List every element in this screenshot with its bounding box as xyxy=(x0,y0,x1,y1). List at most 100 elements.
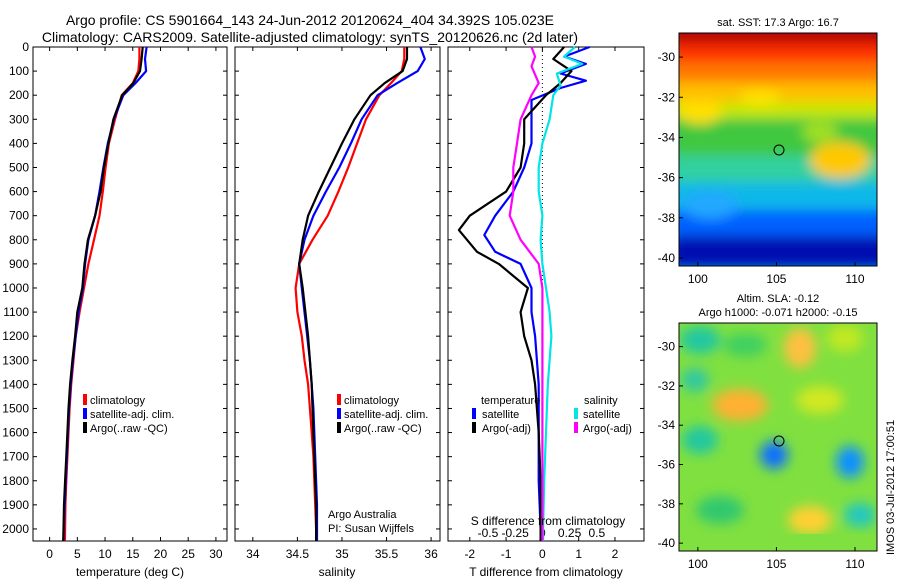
map-y-tick-label: -32 xyxy=(658,379,676,393)
y-tick-label: 700 xyxy=(9,209,29,223)
legend-label-argo: Argo(..raw -QC) xyxy=(344,423,422,435)
x-tick-label: 35 xyxy=(335,547,349,561)
legend-label-climatology: climatology xyxy=(344,395,400,407)
legend-swatch-temp-argo xyxy=(472,422,476,433)
map-x-tick-label: 105 xyxy=(766,557,786,571)
map-y-tick-label: -30 xyxy=(658,50,676,64)
x-tick-label: 5 xyxy=(74,547,81,561)
x-tick-label: 34.5 xyxy=(286,547,310,561)
x-tick-label: 35.5 xyxy=(375,547,399,561)
map-y-tick-label: -32 xyxy=(658,90,676,104)
temperature-xlabel: temperature (deg C) xyxy=(76,565,184,579)
x-tick-label: 15 xyxy=(126,547,140,561)
legend-title-temperature: temperature xyxy=(481,395,540,407)
map-y-tick-label: -38 xyxy=(658,497,676,511)
sst-map-axes: 100 105 110 -30 -32 -34 -36 -38 -40 xyxy=(658,50,865,286)
legend-label-temp-argo: Argo(-adj) xyxy=(482,423,531,435)
map-y-tick-label: -30 xyxy=(658,340,676,354)
legend-label-satellite: satellite-adj. clim. xyxy=(90,409,174,421)
legend-swatch-climatology xyxy=(337,394,341,405)
series-line xyxy=(298,47,409,541)
legend-swatch-argo xyxy=(337,422,341,433)
y-tick-label: 0 xyxy=(22,40,29,54)
salinity-legend: climatology satellite-adj. clim. Argo(..… xyxy=(337,394,428,435)
map-y-tick-label: -34 xyxy=(658,418,676,432)
series-line xyxy=(508,46,544,541)
x-tick-label: 25 xyxy=(182,547,196,561)
temperature-panel-frame xyxy=(32,46,228,542)
legend-label-sal-satellite: satellite xyxy=(583,409,620,421)
argo-location-marker xyxy=(773,144,785,156)
salinity-axes: 34 34.5 35 35.5 36 xyxy=(235,46,440,561)
salinity-xlabel: salinity xyxy=(319,565,356,579)
y-tick-label: 1500 xyxy=(2,401,29,415)
map-y-tick-label: -36 xyxy=(658,171,676,185)
x-tick-label: 34 xyxy=(246,547,260,561)
series-line xyxy=(483,45,590,541)
sst-map xyxy=(678,32,878,267)
y-tick-label: 600 xyxy=(9,185,29,199)
difference-panel-frame xyxy=(447,46,645,542)
argo-location-marker xyxy=(773,435,785,447)
series-line xyxy=(63,47,141,542)
legend-swatch-argo xyxy=(83,422,87,433)
map-y-tick-label: -38 xyxy=(658,211,676,225)
pi-text: PI: Susan Wijffels xyxy=(328,523,414,535)
y-tick-label: 1300 xyxy=(2,353,29,367)
y-tick-label: 800 xyxy=(9,233,29,247)
map-y-tick-label: -40 xyxy=(658,251,676,265)
map-y-tick-label: -34 xyxy=(658,130,676,144)
series-line xyxy=(294,47,406,541)
sla-map-axes: 100 105 110 -30 -32 -34 -36 -38 -40 xyxy=(658,340,865,571)
map-y-tick-label: -36 xyxy=(658,458,676,472)
x-tick-label: 0 xyxy=(539,547,546,561)
temperature-legend: climatology satellite-adj. clim. Argo(..… xyxy=(83,394,174,435)
s-difference-xlabel: S difference from climatology xyxy=(471,514,626,528)
y-tick-label: 2000 xyxy=(2,522,29,536)
x-tick-top-label: 0.5 xyxy=(588,526,605,540)
legend-label-satellite: satellite-adj. clim. xyxy=(344,409,428,421)
figure-title-line1: Argo profile: CS 5901664_143 24-Jun-2012… xyxy=(66,12,554,28)
map-x-tick-label: 110 xyxy=(845,272,864,286)
x-tick-label: 30 xyxy=(209,547,223,561)
legend-label-temp-satellite: satellite xyxy=(482,409,519,421)
y-tick-label: 300 xyxy=(9,112,29,126)
map-x-tick-label: 100 xyxy=(688,272,708,286)
t-difference-xlabel: T difference from climatology xyxy=(469,565,623,579)
y-tick-label: 500 xyxy=(9,160,29,174)
y-tick-label: 100 xyxy=(9,64,29,78)
temperature-axes: 0100200300400500600700800900100011001200… xyxy=(2,40,227,561)
sla-map xyxy=(678,322,878,552)
series-line xyxy=(537,46,584,541)
map-x-tick-label: 110 xyxy=(845,557,864,571)
legend-swatch-satellite xyxy=(337,408,341,419)
difference-legend: temperature satellite Argo(-adj) salinit… xyxy=(472,395,632,435)
x-tick-label: 20 xyxy=(154,547,168,561)
y-tick-label: 1700 xyxy=(2,450,29,464)
series-line xyxy=(298,46,426,541)
y-tick-label: 1600 xyxy=(2,426,29,440)
legend-swatch-sal-argo xyxy=(574,422,578,433)
y-tick-label: 1800 xyxy=(2,474,29,488)
y-tick-label: 1000 xyxy=(2,281,29,295)
y-tick-label: 1200 xyxy=(2,329,29,343)
series-line xyxy=(457,46,573,541)
map-x-tick-label: 100 xyxy=(688,557,708,571)
y-tick-label: 1900 xyxy=(2,498,29,512)
x-tick-label: 10 xyxy=(98,547,112,561)
legend-title-salinity: salinity xyxy=(584,395,618,407)
x-tick-label: 2 xyxy=(612,547,619,561)
watermark-text: IMOS 03-Jul-2012 17:00:51 xyxy=(885,420,897,555)
legend-label-climatology: climatology xyxy=(90,395,146,407)
y-tick-label: 200 xyxy=(9,88,29,102)
series-line xyxy=(62,46,148,542)
x-tick-label: -2 xyxy=(464,547,475,561)
sla-map-title-line2: Argo h1000: -0.071 h2000: -0.15 xyxy=(698,307,857,319)
figure-title-line2: Climatology: CARS2009. Satellite-adjuste… xyxy=(42,29,578,45)
legend-label-argo: Argo(..raw -QC) xyxy=(90,423,168,435)
legend-label-sal-argo: Argo(-adj) xyxy=(583,423,632,435)
y-tick-label: 900 xyxy=(9,257,29,271)
series-line xyxy=(62,46,144,542)
y-tick-label: 400 xyxy=(9,136,29,150)
